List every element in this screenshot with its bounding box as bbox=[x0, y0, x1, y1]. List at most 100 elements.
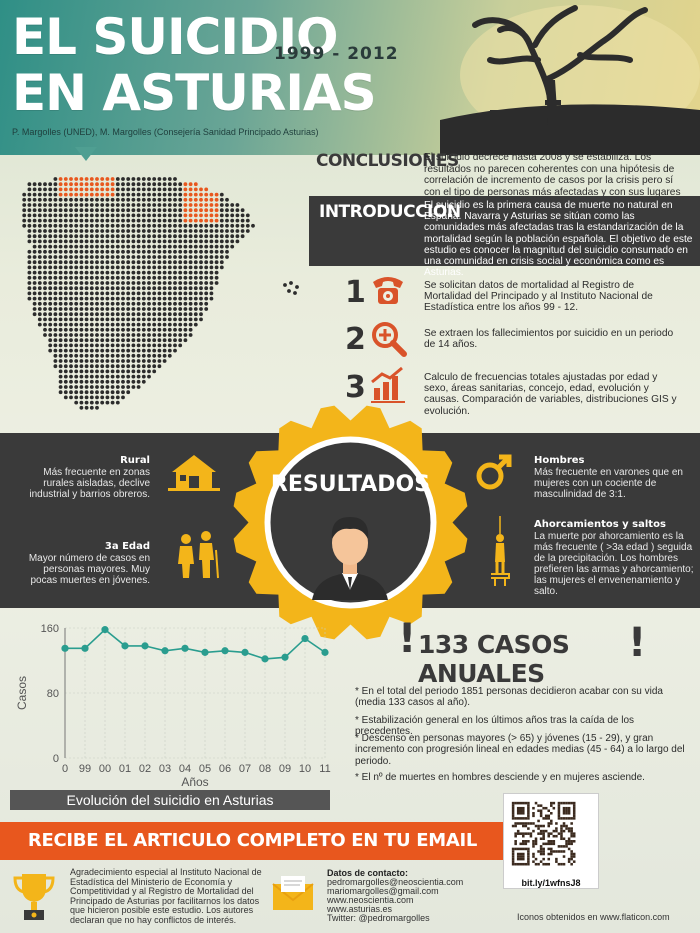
map-dot bbox=[209, 234, 214, 239]
map-dot bbox=[157, 208, 162, 213]
map-dot bbox=[105, 255, 110, 259]
map-dot-navarra bbox=[204, 197, 209, 202]
contact-twitter[interactable]: Twitter: @pedromargolles bbox=[327, 913, 430, 923]
map-dot bbox=[193, 296, 198, 301]
map-dot bbox=[121, 213, 125, 218]
map-dot-baleares bbox=[295, 285, 299, 289]
map-dot bbox=[100, 343, 105, 348]
map-dot bbox=[136, 317, 141, 322]
map-dot-asturias bbox=[89, 182, 94, 187]
qr-code-icon[interactable] bbox=[503, 793, 599, 889]
map-dot bbox=[32, 197, 37, 202]
map-dot bbox=[178, 229, 183, 233]
data-point bbox=[301, 634, 309, 643]
house-icon bbox=[168, 455, 220, 491]
data-point bbox=[141, 642, 149, 650]
map-dot bbox=[69, 369, 73, 374]
map-dot bbox=[105, 312, 110, 317]
map-dot bbox=[69, 353, 73, 358]
map-dot bbox=[167, 187, 172, 192]
map-dot bbox=[84, 234, 89, 239]
map-dot bbox=[110, 322, 115, 327]
map-dot bbox=[199, 249, 203, 254]
casos-heading: 133 CASOS ANUALES bbox=[418, 630, 570, 688]
map-dot bbox=[173, 322, 177, 327]
map-dot bbox=[58, 327, 63, 332]
map-dot bbox=[105, 203, 110, 207]
map-dot bbox=[157, 260, 162, 265]
map-dot bbox=[131, 312, 136, 317]
map-dot bbox=[131, 338, 136, 343]
map-dot bbox=[219, 197, 224, 202]
map-dot bbox=[32, 265, 37, 270]
map-dot bbox=[162, 239, 167, 244]
map-dot bbox=[105, 307, 110, 311]
map-dot bbox=[110, 229, 115, 233]
map-dot bbox=[173, 208, 177, 213]
map-dot bbox=[37, 234, 42, 239]
map-dot-baleares bbox=[283, 283, 287, 287]
map-dot bbox=[115, 203, 120, 207]
cta-band[interactable] bbox=[0, 822, 505, 860]
map-dot bbox=[37, 203, 42, 207]
map-dot bbox=[131, 177, 136, 181]
contact-web-1[interactable]: www.neoscientia.com bbox=[327, 895, 414, 905]
map-dot bbox=[147, 249, 151, 254]
map-dot bbox=[95, 301, 99, 306]
map-dot bbox=[141, 379, 146, 384]
map-dot bbox=[178, 307, 183, 311]
map-dot bbox=[136, 369, 141, 374]
map-dot bbox=[126, 218, 131, 223]
map-dot bbox=[167, 244, 172, 249]
contact-email-1[interactable]: pedromargolles@neoscientia.com bbox=[327, 877, 464, 887]
contact-email-2[interactable]: mariomargolles@gmail.com bbox=[327, 886, 439, 896]
contact-web-2[interactable]: www.asturias.es bbox=[327, 904, 393, 914]
map-dot bbox=[58, 312, 63, 317]
data-point bbox=[161, 647, 169, 655]
map-dot bbox=[74, 369, 79, 374]
map-dot bbox=[84, 322, 89, 327]
map-dot bbox=[167, 265, 172, 270]
map-dot bbox=[209, 291, 214, 296]
map-dot bbox=[131, 223, 136, 228]
map-dot bbox=[178, 192, 183, 197]
map-dot bbox=[126, 229, 131, 233]
map-dot bbox=[225, 203, 229, 207]
map-dot bbox=[43, 213, 47, 218]
map-dot bbox=[79, 244, 84, 249]
map-dot bbox=[100, 270, 105, 275]
map-dot bbox=[79, 286, 84, 291]
map-dot bbox=[84, 197, 89, 202]
map-dot bbox=[58, 385, 63, 389]
map-dot bbox=[79, 374, 84, 379]
map-dot-asturias bbox=[74, 182, 79, 187]
map-dot bbox=[131, 249, 136, 254]
map-dot bbox=[131, 255, 136, 259]
map-dot bbox=[141, 265, 146, 270]
map-dot bbox=[126, 177, 131, 181]
map-dot bbox=[69, 197, 73, 202]
map-dot bbox=[131, 307, 136, 311]
map-dot bbox=[131, 244, 136, 249]
map-dot bbox=[152, 348, 157, 353]
map-dot bbox=[95, 333, 99, 337]
cta-text[interactable]: RECIBE EL ARTICULO COMPLETO EN TU EMAIL bbox=[27, 830, 478, 851]
map-dot bbox=[69, 312, 73, 317]
map-dot bbox=[48, 270, 53, 275]
qr-url[interactable]: bit.ly/1wfnsJ8 bbox=[521, 878, 581, 888]
map-dot bbox=[74, 208, 79, 213]
map-dot bbox=[79, 229, 84, 233]
map-dot-asturias bbox=[63, 187, 68, 192]
map-dot bbox=[147, 270, 151, 275]
map-dot bbox=[162, 229, 167, 233]
map-dot bbox=[63, 348, 68, 353]
map-dot bbox=[173, 182, 177, 187]
map-dot bbox=[58, 353, 63, 358]
map-dot bbox=[141, 275, 146, 280]
map-dot bbox=[63, 327, 68, 332]
map-dot bbox=[63, 255, 68, 259]
map-dot-asturias bbox=[58, 182, 63, 187]
map-dot bbox=[167, 229, 172, 233]
map-dot bbox=[173, 270, 177, 275]
map-dot bbox=[121, 281, 125, 285]
